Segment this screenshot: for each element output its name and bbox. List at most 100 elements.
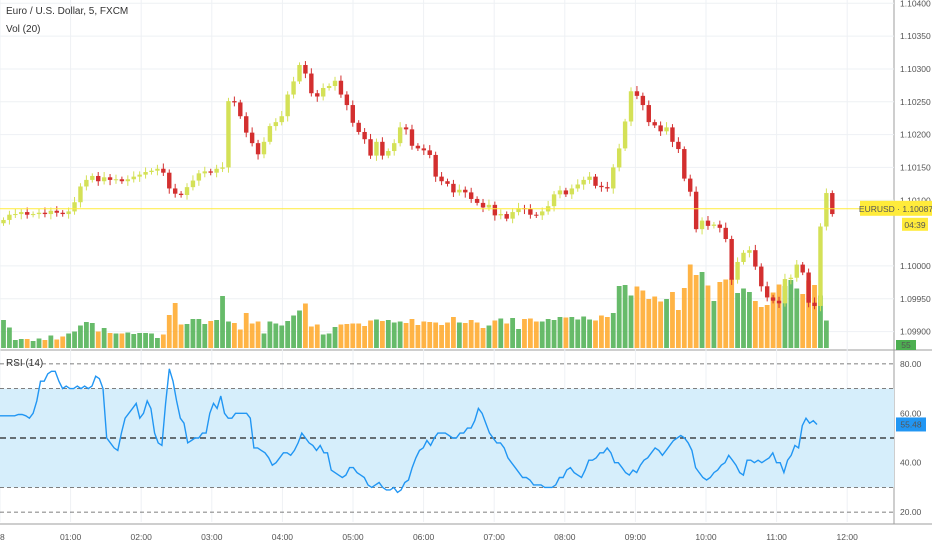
candle-body [48,210,54,215]
candle-body [557,190,563,195]
candle-body [24,212,30,215]
candle-body [249,132,255,144]
candlestick-series [1,61,835,312]
volume-bar [758,307,764,348]
volume-bar [356,323,362,348]
candle-body [101,177,107,182]
volume-bar [72,331,77,348]
volume-bar [397,321,403,348]
candle-body [380,141,385,156]
volume-bar [24,339,30,348]
rsi-tick-label: 20.00 [900,507,922,517]
candle-body [682,149,687,179]
volume-bar [308,326,314,348]
volume-bar [237,329,243,348]
volume-bar [658,301,664,348]
volume-bar [421,321,427,348]
candle-body [244,116,249,133]
volume-bar [18,339,24,348]
volume-bar [368,320,373,348]
volume-bar [610,313,616,348]
candle-body [332,80,338,87]
volume-bar [587,319,592,348]
tag-layer: EURUSD · 1.10087 04:39 55 55.48 [0,200,932,432]
candle-body [137,174,142,177]
volume-bar [362,326,368,348]
candle-body [723,227,728,240]
volume-bar [60,336,66,348]
volume-bar [551,320,557,348]
time-tick-label: 04:00 [272,532,294,542]
volume-bar [155,338,160,348]
volume-bar [326,333,332,348]
volume-bar [214,320,220,348]
volume-bar [492,320,498,348]
candle-body [498,214,503,216]
candle-body [587,176,592,180]
volume-bar [575,319,581,348]
volume-bar [303,303,308,348]
volume-bar [723,279,729,348]
candle-body [196,173,202,181]
rsi-tick-label: 40.00 [900,458,922,468]
volume-bar [569,317,575,348]
candle-body [605,187,610,189]
candle-body [119,179,125,182]
volume-series [1,264,829,348]
countdown-tag-text: 04:39 [904,220,926,230]
countdown-tag [902,217,928,231]
rsi-value-tag [896,417,926,432]
volume-bar [332,327,338,348]
rsi-tick-label: 80.00 [900,359,922,369]
candle-body [540,211,545,216]
volume-bar [498,318,504,348]
volume-bar [107,333,113,348]
volume-bar [285,321,291,348]
candle-body [397,127,403,144]
time-tick-label: 28 [0,532,5,542]
volume-bar [279,325,285,348]
volume-bar [101,328,107,348]
candle-body [320,87,326,97]
volume-bar [705,285,711,348]
candle-body [421,148,427,151]
time-tick-label: 03:00 [201,532,223,542]
volume-bar [634,286,640,348]
candle-body [415,145,421,149]
candle-body [427,150,432,155]
price-tick-label: 1.10000 [900,261,931,271]
volume-bar [379,321,385,348]
volume-bar [202,324,208,348]
candle-body [125,179,131,182]
candle-body [214,168,219,173]
candle-body [622,121,628,149]
volume-bar [516,329,521,348]
volume-bar [385,320,391,348]
volume-bar [427,322,433,348]
candle-body [486,204,492,208]
candle-body [72,202,77,212]
candle-body [338,80,344,95]
candle-body [510,212,515,219]
volume-bar [143,333,148,348]
volume-bar [66,333,72,348]
candle-body [699,220,705,230]
candle-body [764,286,770,298]
volume-bar [190,319,196,348]
candle-body [433,154,438,177]
volume-bar [581,316,587,348]
volume-bar [747,292,752,348]
price-tick-label: 1.10200 [900,130,931,140]
price-tick-label: 1.10400 [900,0,931,8]
volume-bar [468,320,474,348]
candle-body [688,178,693,192]
candle-body [824,193,829,227]
candle-body [676,141,681,150]
candle-body [759,266,764,287]
time-tick-label: 07:00 [484,532,506,542]
candle-body [1,219,6,224]
volume-bar [806,280,812,348]
volume-bar [119,333,125,348]
candle-body [392,143,397,152]
